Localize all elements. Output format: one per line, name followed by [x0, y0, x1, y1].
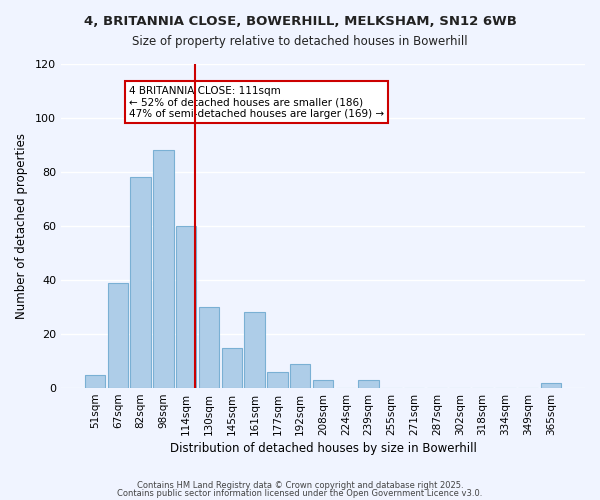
- Bar: [358, 380, 379, 388]
- Bar: [85, 374, 105, 388]
- Text: 4, BRITANNIA CLOSE, BOWERHILL, MELKSHAM, SN12 6WB: 4, BRITANNIA CLOSE, BOWERHILL, MELKSHAM,…: [83, 15, 517, 28]
- X-axis label: Distribution of detached houses by size in Bowerhill: Distribution of detached houses by size …: [170, 442, 476, 455]
- Bar: [199, 307, 219, 388]
- Bar: [221, 348, 242, 388]
- Text: Size of property relative to detached houses in Bowerhill: Size of property relative to detached ho…: [132, 35, 468, 48]
- Text: 4 BRITANNIA CLOSE: 111sqm
← 52% of detached houses are smaller (186)
47% of semi: 4 BRITANNIA CLOSE: 111sqm ← 52% of detac…: [129, 86, 385, 119]
- Text: Contains public sector information licensed under the Open Government Licence v3: Contains public sector information licen…: [118, 488, 482, 498]
- Text: Contains HM Land Registry data © Crown copyright and database right 2025.: Contains HM Land Registry data © Crown c…: [137, 481, 463, 490]
- Bar: [541, 382, 561, 388]
- Y-axis label: Number of detached properties: Number of detached properties: [15, 133, 28, 319]
- Bar: [153, 150, 173, 388]
- Bar: [267, 372, 287, 388]
- Bar: [313, 380, 333, 388]
- Bar: [290, 364, 310, 388]
- Bar: [107, 282, 128, 388]
- Bar: [244, 312, 265, 388]
- Bar: [130, 178, 151, 388]
- Bar: [176, 226, 196, 388]
